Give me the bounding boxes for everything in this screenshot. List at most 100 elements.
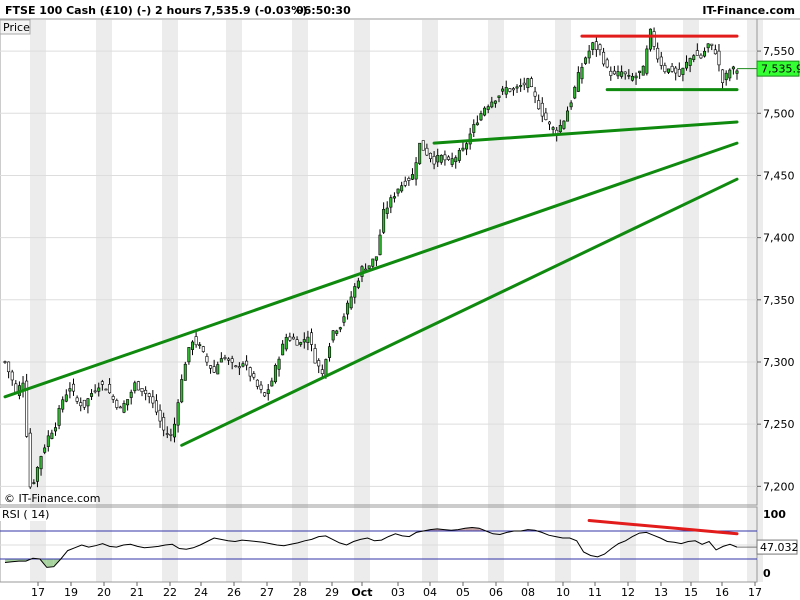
- candle-body: [410, 174, 414, 180]
- candle-body: [255, 379, 259, 387]
- candle-body: [432, 156, 436, 165]
- candle-body: [72, 383, 76, 392]
- candle-body: [291, 336, 295, 340]
- candle-body: [187, 347, 191, 363]
- x-tick-label: 05: [456, 586, 470, 599]
- candle-body: [501, 88, 505, 92]
- day-stripe: [162, 20, 178, 582]
- candle-body: [191, 341, 195, 350]
- candle-body: [620, 71, 624, 77]
- x-tick-label: 20: [97, 586, 111, 599]
- candle-body: [111, 396, 115, 400]
- candle-body: [14, 383, 18, 393]
- candle-body: [656, 47, 660, 60]
- y-tick-label: 7,550: [763, 45, 795, 58]
- instrument-title: FTSE 100 Cash (£10) (-): [5, 4, 151, 17]
- price-axis: 7,550 7,500 7,450 7,400 7,350 7,300 7,250 7,200: [757, 45, 795, 493]
- candle-body: [32, 482, 36, 484]
- rsi-divergence-line[interactable]: [587, 519, 739, 536]
- candle-body: [317, 360, 321, 367]
- rsi-oversold-fill: [46, 559, 54, 568]
- candle-body: [259, 384, 263, 390]
- candle-body: [573, 86, 577, 99]
- timeframe-label: 2 hours: [155, 4, 202, 17]
- candle-body: [7, 361, 11, 373]
- candle-body: [338, 327, 342, 330]
- candle-body: [342, 316, 346, 323]
- candle-body: [281, 343, 285, 356]
- candle-body: [299, 342, 303, 345]
- candle-body: [79, 402, 83, 407]
- price-tab-label: Price: [3, 21, 30, 34]
- candle-body: [609, 70, 613, 76]
- y-tick-label: 7,300: [763, 356, 795, 369]
- y-tick-label: 7,350: [763, 294, 795, 307]
- candle-body: [400, 185, 404, 192]
- candle-body: [212, 366, 216, 373]
- candle-body: [234, 365, 238, 368]
- candle-body: [162, 417, 166, 431]
- candle-body: [230, 358, 234, 363]
- candle-body: [721, 69, 725, 84]
- candle-body: [421, 140, 425, 151]
- day-stripe: [683, 20, 699, 582]
- candle-body: [183, 363, 187, 381]
- candle-body: [284, 337, 288, 350]
- day-stripe: [422, 20, 438, 582]
- x-tick-label: 04: [423, 586, 437, 599]
- candle-body: [331, 330, 335, 341]
- rsi-panel: [0, 519, 757, 568]
- day-stripe: [96, 20, 112, 582]
- rising-wedge-lower[interactable]: [180, 177, 739, 447]
- rsi-tick-0: 0: [763, 567, 771, 580]
- candle-body: [46, 435, 50, 447]
- candle-body: [483, 107, 487, 116]
- candle-body: [378, 234, 382, 256]
- candle-body: [364, 268, 368, 271]
- candle-body: [61, 399, 65, 410]
- candle-body: [454, 157, 458, 163]
- candle-body: [447, 156, 451, 160]
- candle-body: [468, 133, 472, 145]
- candle-body: [674, 67, 678, 74]
- candle-body: [165, 433, 169, 435]
- y-tick-label: 7,500: [763, 107, 795, 120]
- x-tick-label: 13: [654, 586, 668, 599]
- candle-body: [695, 50, 699, 56]
- price-tab[interactable]: [0, 19, 31, 35]
- y-tick-label: 7,450: [763, 169, 795, 182]
- candle-body: [154, 400, 158, 413]
- candle-body: [371, 258, 375, 267]
- x-tick-label: Oct: [351, 586, 372, 599]
- candle-body: [612, 70, 616, 75]
- candle-body: [638, 70, 642, 74]
- candle-body: [270, 380, 274, 387]
- day-stripe: [30, 20, 46, 582]
- candle-body: [180, 379, 184, 403]
- candle-body: [457, 150, 461, 161]
- candle-body: [436, 155, 440, 163]
- x-tick-label: 10: [556, 586, 570, 599]
- x-tick-label: 06: [489, 586, 503, 599]
- candle-body: [248, 367, 252, 377]
- candle-body: [57, 408, 61, 426]
- candle-body: [223, 357, 227, 359]
- candle-body: [122, 403, 126, 413]
- candle-body: [594, 41, 598, 50]
- candle-body: [439, 154, 443, 163]
- candle-body: [497, 95, 501, 98]
- candle-body: [475, 122, 479, 126]
- candle-body: [356, 280, 360, 288]
- candle-body: [663, 65, 667, 73]
- candle-body: [598, 44, 602, 51]
- candle-body: [126, 399, 130, 406]
- rising-wedge-upper[interactable]: [3, 141, 739, 399]
- candle-body: [735, 70, 739, 74]
- candle-body: [147, 393, 151, 397]
- october-support-line[interactable]: [432, 120, 739, 145]
- candle-body: [681, 67, 685, 75]
- candle-body: [68, 388, 72, 392]
- candle-body: [28, 432, 32, 488]
- candle-body: [616, 71, 620, 77]
- candle-body: [328, 346, 332, 358]
